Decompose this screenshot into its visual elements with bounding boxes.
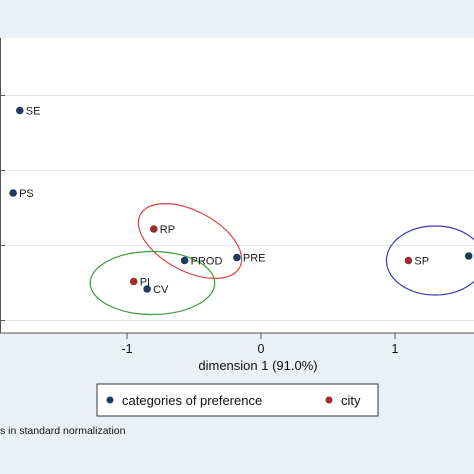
point-label-sp: SP (414, 256, 429, 268)
point-city-sp (404, 256, 413, 265)
footnote: s in standard normalization (0, 425, 126, 437)
legend-marker-categories (106, 396, 114, 404)
point-label-pi: PI (140, 277, 150, 289)
cluster-ellipse-1 (89, 250, 216, 316)
point-label-ps: PS (19, 188, 34, 200)
x-ticks: -1 0 1 (121, 333, 399, 356)
point-category-cv (143, 285, 151, 293)
cluster-ellipse-2 (385, 225, 474, 296)
point-category-ps (9, 189, 17, 197)
x-tick-label: -1 (121, 342, 132, 356)
legend-marker-city (325, 396, 333, 404)
point-label-rp: RP (160, 224, 175, 236)
point-category-prod (180, 256, 189, 265)
x-tick-label: 1 (392, 342, 399, 356)
point-category-pre (233, 253, 241, 262)
point-category-se (15, 106, 24, 115)
point-label-se: SE (26, 106, 41, 118)
legend-label-city: city (341, 393, 361, 408)
legend: categories of preference city (96, 383, 379, 417)
x-tick-label: 0 (258, 342, 265, 356)
point-city-pi (129, 277, 138, 286)
legend-label-categories: categories of preference (122, 393, 262, 408)
point-label-prod: PROD (191, 256, 223, 268)
point-label-pre: PRE (243, 253, 266, 265)
data-points: SE PS PROD PRE CV RP PI SP (9, 106, 473, 296)
point-city-rp (150, 225, 158, 233)
gridlines (0, 95, 474, 321)
point-category (464, 252, 473, 260)
plot-area (0, 38, 474, 333)
cluster-ellipse-0 (137, 202, 243, 280)
x-axis-title: dimension 1 (91.0%) (198, 358, 317, 373)
point-label-cv: CV (153, 284, 169, 296)
cluster-ellipses (89, 202, 474, 316)
